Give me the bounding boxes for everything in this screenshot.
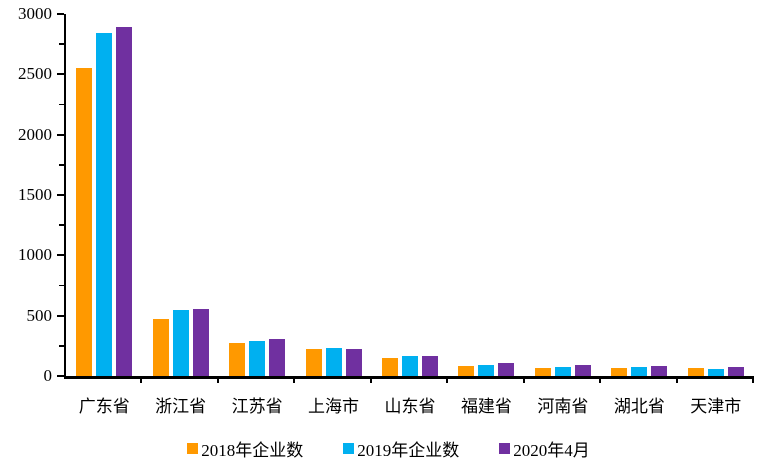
bar-2020年4月-天津市 (727, 366, 744, 376)
bar-2019年企业数-福建省 (478, 364, 495, 376)
y-axis-line (63, 14, 66, 379)
bar-2020年4月-山东省 (421, 355, 438, 376)
y-axis-label: 0 (43, 366, 53, 385)
x-axis-label: 广东省 (78, 397, 130, 416)
bar-group (601, 14, 677, 376)
bar-group (66, 14, 142, 376)
x-axis-label: 上海市 (308, 397, 360, 416)
y-minor-tick (59, 224, 64, 226)
bar-2020年4月-湖北省 (651, 366, 668, 376)
bar-2018年企业数-天津市 (687, 368, 704, 376)
x-axis-label: 山东省 (384, 397, 436, 416)
y-minor-tick (59, 103, 64, 106)
legend-swatch-icon (343, 442, 355, 454)
bar-2020年4月-上海市 (345, 349, 362, 376)
y-axis-label: 1500 (18, 185, 52, 204)
bar-group (295, 14, 371, 376)
bar-group (448, 14, 524, 376)
x-axis-tick (522, 378, 525, 383)
x-axis-tick (752, 378, 754, 383)
bar-2019年企业数-上海市 (325, 348, 342, 376)
y-major-tick (57, 73, 64, 76)
x-axis-tick (446, 378, 449, 383)
bar-2019年企业数-湖北省 (631, 366, 648, 376)
bar-2020年4月-广东省 (116, 27, 133, 376)
bar-group (142, 14, 218, 376)
bar-2020年4月-江苏省 (269, 338, 286, 376)
bar-2019年企业数-江苏省 (249, 341, 266, 376)
legend-label: 2018年企业数 (201, 440, 304, 460)
y-minor-tick (59, 43, 64, 45)
bar-2019年企业数-河南省 (554, 366, 571, 376)
y-minor-tick (59, 164, 64, 166)
x-axis-tick (293, 378, 296, 383)
x-axis-tick (369, 378, 372, 383)
chart-legend: 2018年企业数 2019年企业数 2020年4月 (0, 436, 777, 460)
bar-2018年企业数-江苏省 (229, 343, 246, 376)
bar-2018年企业数-浙江省 (152, 318, 169, 376)
bar-2018年企业数-山东省 (381, 357, 398, 376)
legend-label: 2020年4月 (513, 440, 590, 460)
bar-2020年4月-河南省 (574, 365, 591, 376)
y-axis-label: 3000 (18, 4, 52, 23)
bar-2020年4月-福建省 (498, 363, 515, 376)
bar-2018年企业数-河南省 (534, 367, 551, 376)
x-axis-label: 湖北省 (613, 397, 665, 416)
bar-2018年企业数-上海市 (305, 348, 322, 376)
bar-2019年企业数-广东省 (96, 33, 113, 376)
bar-group (525, 14, 601, 376)
y-major-tick (57, 254, 64, 257)
y-axis-label: 1000 (18, 245, 52, 265)
x-axis-line (63, 376, 754, 379)
legend-item-2018年企业数: 2018年企业数 (187, 436, 303, 461)
y-minor-tick (59, 345, 64, 347)
legend-swatch-icon (187, 442, 199, 454)
x-axis-label: 浙江省 (155, 397, 207, 416)
x-axis-label: 天津市 (690, 397, 742, 416)
y-axis-label: 500 (26, 305, 53, 325)
bar-group (219, 14, 295, 376)
legend-item-2020年4月: 2020年4月 (499, 436, 590, 461)
y-major-tick (57, 194, 64, 196)
x-axis-tick (216, 378, 219, 383)
bar-2018年企业数-湖北省 (611, 367, 628, 376)
x-axis-label: 江苏省 (231, 397, 283, 416)
y-minor-tick (59, 284, 64, 287)
x-axis-tick (140, 378, 143, 383)
y-major-tick (57, 375, 64, 377)
legend-label: 2019年企业数 (357, 440, 460, 460)
x-axis-label: 河南省 (537, 397, 589, 416)
x-axis-tick (675, 378, 678, 383)
bar-group (372, 14, 448, 376)
bar-2018年企业数-广东省 (76, 68, 93, 376)
y-axis-label: 2500 (18, 64, 52, 84)
legend-swatch-icon (499, 442, 511, 454)
bar-2019年企业数-天津市 (707, 368, 724, 376)
x-axis-tick (599, 378, 602, 383)
bar-2019年企业数-山东省 (401, 355, 418, 376)
y-major-tick (57, 314, 64, 317)
x-axis-label: 福建省 (460, 397, 512, 416)
bar-2019年企业数-浙江省 (172, 310, 189, 376)
y-major-tick (57, 13, 64, 15)
y-major-tick (57, 133, 64, 136)
bar-2018年企业数-福建省 (458, 365, 475, 376)
bar-2020年4月-浙江省 (192, 309, 209, 376)
bar-group (678, 14, 754, 376)
legend-item-2019年企业数: 2019年企业数 (343, 436, 459, 461)
y-axis-label: 2000 (18, 124, 52, 144)
